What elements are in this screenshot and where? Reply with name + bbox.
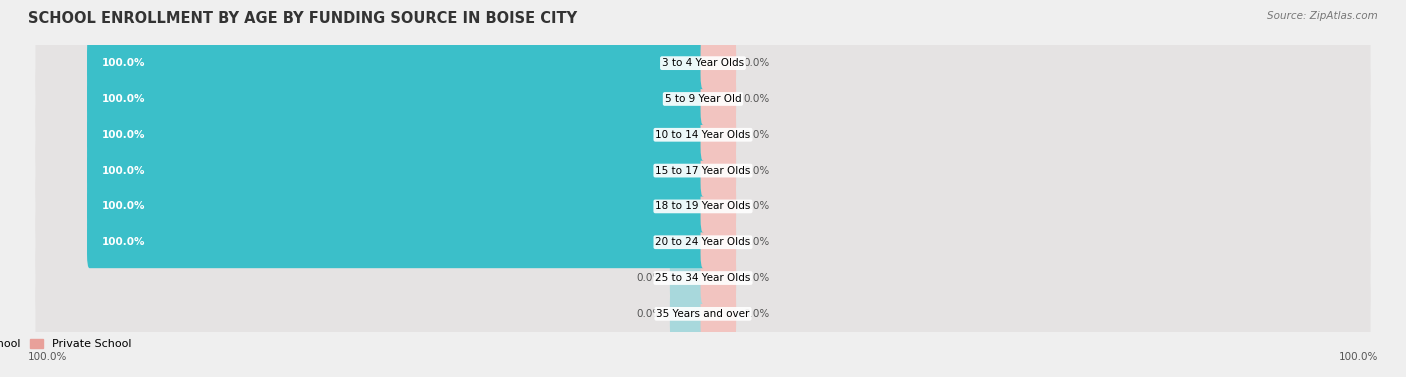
Text: 100.0%: 100.0% <box>28 352 67 362</box>
Text: 100.0%: 100.0% <box>101 201 145 211</box>
Text: 15 to 17 Year Olds: 15 to 17 Year Olds <box>655 166 751 176</box>
FancyBboxPatch shape <box>87 109 706 161</box>
Text: SCHOOL ENROLLMENT BY AGE BY FUNDING SOURCE IN BOISE CITY: SCHOOL ENROLLMENT BY AGE BY FUNDING SOUR… <box>28 11 578 26</box>
Text: 3 to 4 Year Olds: 3 to 4 Year Olds <box>662 58 744 68</box>
FancyBboxPatch shape <box>35 89 1371 180</box>
Text: 100.0%: 100.0% <box>101 94 145 104</box>
FancyBboxPatch shape <box>700 252 737 304</box>
FancyBboxPatch shape <box>87 216 706 268</box>
FancyBboxPatch shape <box>700 181 737 232</box>
Text: 100.0%: 100.0% <box>101 130 145 140</box>
FancyBboxPatch shape <box>87 73 706 125</box>
FancyBboxPatch shape <box>35 197 1371 288</box>
FancyBboxPatch shape <box>35 125 1371 216</box>
Text: 0.0%: 0.0% <box>742 130 769 140</box>
Text: 0.0%: 0.0% <box>742 237 769 247</box>
Text: 0.0%: 0.0% <box>637 273 664 283</box>
Text: 0.0%: 0.0% <box>742 309 769 319</box>
Text: 100.0%: 100.0% <box>1339 352 1378 362</box>
Text: 0.0%: 0.0% <box>742 58 769 68</box>
FancyBboxPatch shape <box>35 268 1371 359</box>
FancyBboxPatch shape <box>700 37 737 89</box>
Legend: Public School, Private School: Public School, Private School <box>0 339 131 349</box>
Text: 10 to 14 Year Olds: 10 to 14 Year Olds <box>655 130 751 140</box>
FancyBboxPatch shape <box>35 233 1371 323</box>
Text: 20 to 24 Year Olds: 20 to 24 Year Olds <box>655 237 751 247</box>
Text: 100.0%: 100.0% <box>101 237 145 247</box>
FancyBboxPatch shape <box>669 252 706 304</box>
Text: 100.0%: 100.0% <box>101 166 145 176</box>
Text: 0.0%: 0.0% <box>637 309 664 319</box>
FancyBboxPatch shape <box>35 161 1371 252</box>
FancyBboxPatch shape <box>35 18 1371 109</box>
FancyBboxPatch shape <box>700 109 737 161</box>
FancyBboxPatch shape <box>669 288 706 340</box>
Text: 25 to 34 Year Olds: 25 to 34 Year Olds <box>655 273 751 283</box>
FancyBboxPatch shape <box>87 37 706 89</box>
FancyBboxPatch shape <box>700 288 737 340</box>
FancyBboxPatch shape <box>87 181 706 232</box>
Text: 0.0%: 0.0% <box>742 273 769 283</box>
Text: 0.0%: 0.0% <box>742 201 769 211</box>
Text: 18 to 19 Year Olds: 18 to 19 Year Olds <box>655 201 751 211</box>
Text: 100.0%: 100.0% <box>101 58 145 68</box>
FancyBboxPatch shape <box>35 54 1371 144</box>
FancyBboxPatch shape <box>700 216 737 268</box>
FancyBboxPatch shape <box>700 145 737 196</box>
Text: Source: ZipAtlas.com: Source: ZipAtlas.com <box>1267 11 1378 21</box>
Text: 0.0%: 0.0% <box>742 166 769 176</box>
Text: 35 Years and over: 35 Years and over <box>657 309 749 319</box>
FancyBboxPatch shape <box>700 73 737 125</box>
Text: 5 to 9 Year Old: 5 to 9 Year Old <box>665 94 741 104</box>
FancyBboxPatch shape <box>87 145 706 196</box>
Text: 0.0%: 0.0% <box>742 94 769 104</box>
